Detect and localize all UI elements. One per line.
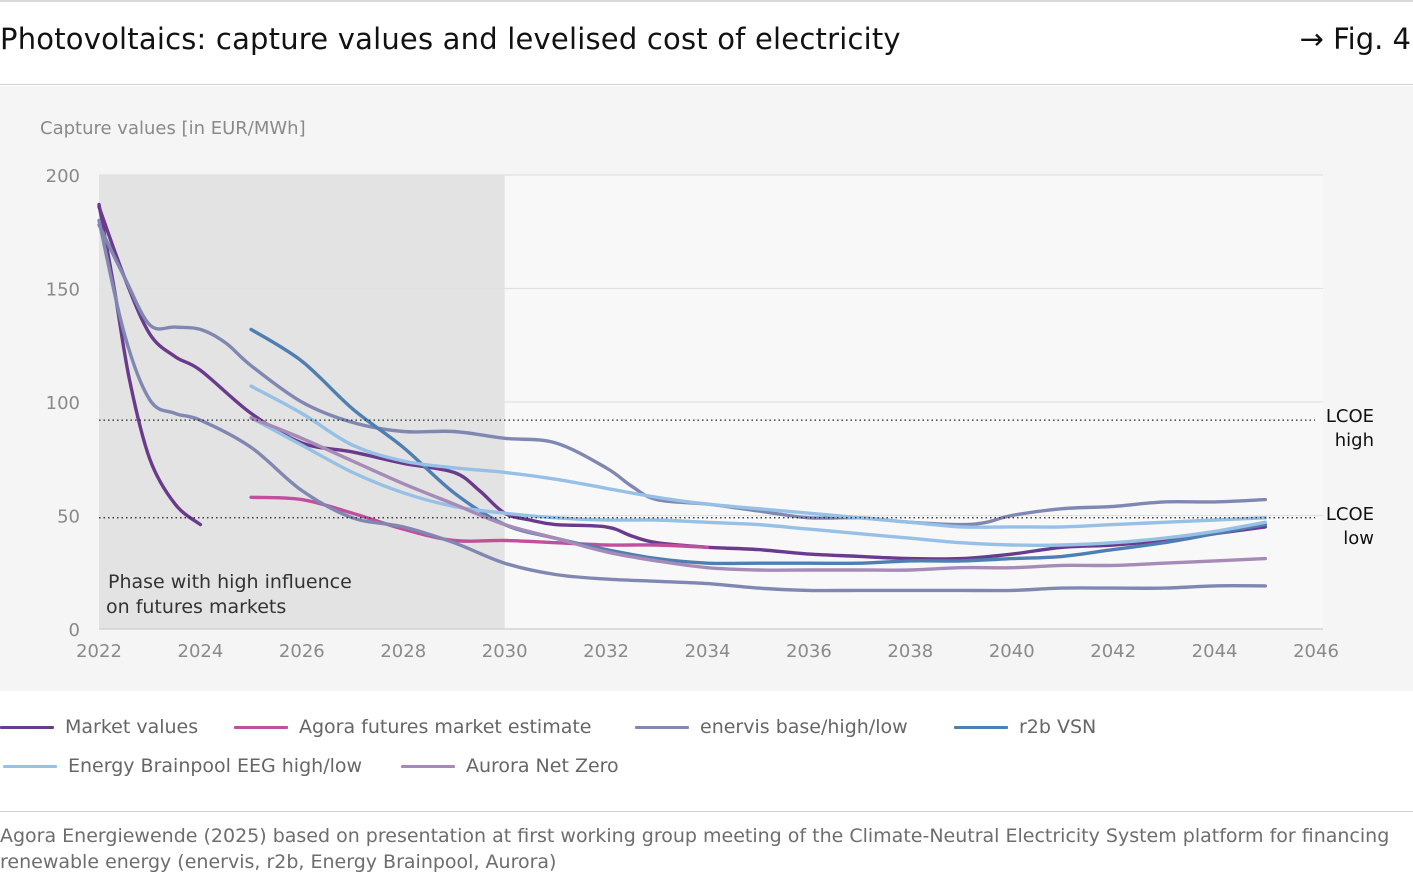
lcoe-label: low	[1343, 528, 1374, 549]
top-rule	[0, 0, 1413, 2]
x-tick-label: 2046	[1293, 641, 1339, 662]
legend-item: r2b VSN	[954, 716, 1096, 738]
shaded-region-label: Phase with high influence	[108, 571, 352, 593]
y-axis-title: Capture values [in EUR/MWh]	[40, 118, 306, 139]
x-tick-label: 2022	[76, 641, 122, 662]
series-line-enervis-base-high-low	[97, 218, 1267, 593]
legend-swatch	[3, 764, 57, 768]
legend-item: Aurora Net Zero	[401, 755, 619, 777]
x-tick-label: 2032	[583, 641, 629, 662]
title-divider	[0, 84, 1413, 85]
legend-label: Energy Brainpool EEG high/low	[68, 755, 363, 777]
x-tick-label: 2026	[279, 641, 325, 662]
legend-label: Aurora Net Zero	[466, 755, 619, 777]
x-tick-label: 2028	[380, 641, 426, 662]
source-note: Agora Energiewende (2025) based on prese…	[0, 825, 1390, 873]
legend-label: enervis base/high/low	[700, 716, 908, 738]
lcoe-label: LCOE	[1326, 406, 1374, 427]
y-tick-label: 150	[46, 280, 80, 301]
figure-reference: → Fig. 4	[1299, 22, 1411, 56]
y-tick-label: 50	[57, 507, 80, 528]
y-tick-label: 100	[46, 393, 80, 414]
lcoe-label: LCOE	[1326, 504, 1374, 525]
legend-item: enervis base/high/low	[635, 716, 908, 738]
series-line-energy-brainpool-eeg-high-low	[249, 384, 1267, 529]
legend-item: Energy Brainpool EEG high/low	[3, 755, 362, 777]
y-tick-label: 200	[46, 166, 80, 187]
legend-item: Agora futures market estimate	[234, 716, 592, 738]
footer-divider	[0, 811, 1413, 812]
x-tick-label: 2044	[1192, 641, 1238, 662]
lcoe-label: high	[1335, 430, 1374, 451]
x-tick-label: 2030	[482, 641, 528, 662]
line-chart: 0 50 100 150 200 2022 2024 2026 2028 2030 2032 2034…	[40, 118, 1374, 662]
series-line-enervis-base-high-low	[97, 223, 1267, 527]
legend-swatch	[0, 725, 54, 729]
series-line-aurora-net-zero	[249, 416, 1267, 572]
legend: Market values Agora futures market estima…	[0, 716, 1413, 796]
legend-swatch	[234, 725, 288, 729]
x-tick-label: 2036	[786, 641, 832, 662]
series-line-energy-brainpool-eeg-high-low	[249, 416, 1267, 547]
legend-swatch	[954, 725, 1008, 729]
y-tick-label: 0	[69, 620, 80, 641]
legend-label: r2b VSN	[1019, 716, 1097, 738]
legend-swatch	[635, 725, 689, 729]
x-tick-label: 2040	[989, 641, 1035, 662]
legend-label: Agora futures market estimate	[299, 716, 592, 738]
x-tick-label: 2034	[685, 641, 731, 662]
x-tick-label: 2038	[887, 641, 933, 662]
legend-swatch	[401, 764, 455, 768]
chart-title: Photovoltaics: capture values and leveli…	[0, 22, 901, 56]
shaded-region-label: on futures markets	[106, 596, 286, 618]
series-line-r2b-vsn	[249, 327, 1267, 566]
legend-label: Market values	[65, 716, 199, 738]
legend-item: Market values	[0, 716, 198, 738]
x-tick-label: 2024	[178, 641, 224, 662]
x-tick-label: 2042	[1090, 641, 1136, 662]
series-line-market-values	[97, 205, 1267, 561]
